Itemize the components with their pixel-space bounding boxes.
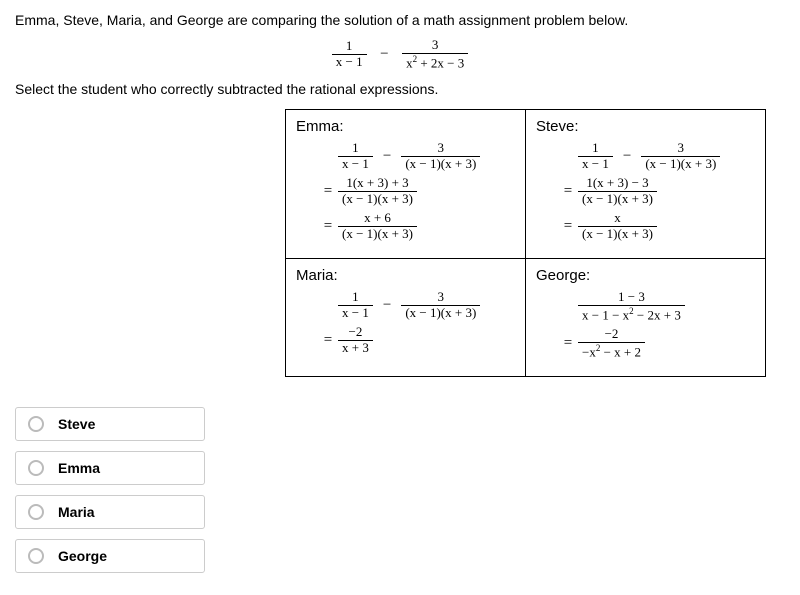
cell-george: George: 1 − 3x − 1 − x2 − 2x + 3 = −2−x2… bbox=[526, 258, 766, 376]
radio-icon bbox=[28, 460, 44, 476]
answer-label: Emma bbox=[58, 460, 100, 476]
student-name-george: George: bbox=[536, 267, 755, 284]
instruction-text: Select the student who correctly subtrac… bbox=[15, 81, 785, 97]
answer-option-maria[interactable]: Maria bbox=[15, 495, 205, 529]
student-work-table: Emma: 1x − 1 − 3(x − 1)(x + 3) = 1(x + 3… bbox=[285, 109, 766, 377]
student-name-maria: Maria: bbox=[296, 267, 515, 284]
answer-label: Maria bbox=[58, 504, 95, 520]
answer-option-george[interactable]: George bbox=[15, 539, 205, 573]
answer-options: Steve Emma Maria George bbox=[15, 407, 785, 573]
radio-icon bbox=[28, 504, 44, 520]
cell-maria: Maria: 1x − 1 − 3(x − 1)(x + 3) = −2x + … bbox=[286, 258, 526, 376]
answer-label: George bbox=[58, 548, 107, 564]
main-expression: 1x − 1 − 3x2 + 2x − 3 bbox=[15, 38, 785, 71]
cell-emma: Emma: 1x − 1 − 3(x − 1)(x + 3) = 1(x + 3… bbox=[286, 110, 526, 259]
radio-icon bbox=[28, 548, 44, 564]
student-name-steve: Steve: bbox=[536, 118, 755, 135]
cell-steve: Steve: 1x − 1 − 3(x − 1)(x + 3) = 1(x + … bbox=[526, 110, 766, 259]
answer-option-steve[interactable]: Steve bbox=[15, 407, 205, 441]
answer-option-emma[interactable]: Emma bbox=[15, 451, 205, 485]
radio-icon bbox=[28, 416, 44, 432]
problem-intro: Emma, Steve, Maria, and George are compa… bbox=[15, 12, 785, 28]
student-name-emma: Emma: bbox=[296, 118, 515, 135]
answer-label: Steve bbox=[58, 416, 95, 432]
